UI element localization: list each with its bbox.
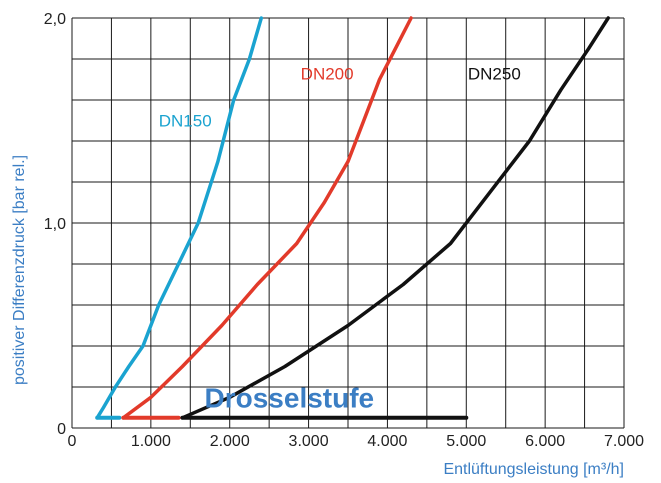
x-tick-label: 7.000 [604, 433, 644, 450]
y-tick-label: 1,0 [44, 216, 66, 233]
x-tick-label: 0 [68, 433, 77, 450]
curve-dn150 [95, 16, 264, 420]
curve-dn200 [121, 16, 413, 420]
x-tick-label: 6.000 [525, 433, 565, 450]
series-label-dn250: DN250 [468, 65, 521, 84]
series-label-dn150: DN150 [159, 112, 212, 131]
x-tick-label: 3.000 [289, 433, 329, 450]
series-labels: DN150 DN200 DN250 [159, 65, 521, 131]
y-tick-label: 2,0 [44, 11, 66, 28]
x-tick-label: 5.000 [446, 433, 486, 450]
x-tick-label: 2.000 [210, 433, 250, 450]
x-tick-label: 4.000 [367, 433, 407, 450]
chart-ticks: 0 1.000 2.000 3.000 4.000 5.000 6.000 7.000 0 1,0… [44, 11, 644, 450]
chart-grid [71, 17, 625, 429]
drosselstufe-annotation: Drosselstufe [205, 382, 375, 413]
curve-dn250 [180, 16, 610, 420]
x-axis-label: Entlüftungsleistung [m³/h] [443, 461, 624, 478]
chart-curves [95, 16, 610, 420]
y-tick-label: 0 [57, 421, 66, 438]
y-axis-label: positiver Differenzdruck [bar rel.] [11, 155, 28, 385]
x-tick-label: 1.000 [131, 433, 171, 450]
series-label-dn200: DN200 [301, 65, 354, 84]
